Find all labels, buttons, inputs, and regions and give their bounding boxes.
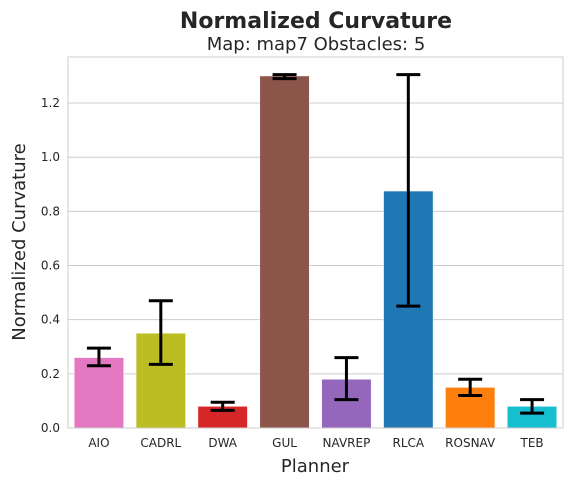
y-tick-label: 1.0 bbox=[41, 150, 60, 164]
y-tick-labels: 0.0 0.2 0.4 0.6 0.8 1.0 1.2 bbox=[41, 96, 60, 435]
y-tick-label: 0.6 bbox=[41, 259, 60, 273]
y-axis-label: Normalized Curvature bbox=[9, 143, 30, 340]
error-bar-gul bbox=[272, 73, 297, 81]
chart-title: Normalized Curvature bbox=[180, 9, 452, 34]
y-tick-label: 0.4 bbox=[41, 313, 60, 327]
x-tick-label: NAVREP bbox=[323, 436, 371, 450]
y-tick-label: 0.0 bbox=[41, 421, 60, 435]
x-tick-label: TEB bbox=[519, 436, 543, 450]
plot-frame bbox=[67, 56, 564, 429]
x-tick-label: AIO bbox=[88, 436, 109, 450]
x-tick-label: ROSNAV bbox=[445, 436, 496, 450]
error-bar-navrep bbox=[334, 356, 359, 402]
error-bar-teb bbox=[520, 398, 545, 415]
x-axis-label: Planner bbox=[281, 456, 350, 477]
error-bar-rlca bbox=[396, 73, 421, 308]
error-bar-aio bbox=[86, 346, 111, 368]
bar-gul bbox=[259, 75, 310, 429]
y-tick-label: 1.2 bbox=[41, 96, 60, 110]
x-tick-label: RLCA bbox=[393, 436, 425, 450]
error-bar-dwa bbox=[210, 400, 235, 412]
x-tick-label: DWA bbox=[208, 436, 237, 450]
x-tick-label: CADRL bbox=[140, 436, 181, 450]
y-tick-label: 0.2 bbox=[41, 367, 60, 381]
bar-aio bbox=[73, 357, 124, 429]
error-bars bbox=[86, 73, 545, 415]
x-tick-label: GUL bbox=[272, 436, 297, 450]
x-tick-labels: AIO CADRL DWA GUL NAVREP RLCA ROSNAV TEB bbox=[88, 436, 543, 450]
y-tick-label: 0.8 bbox=[41, 204, 60, 218]
chart-subtitle: Map: map7 Obstacles: 5 bbox=[207, 34, 426, 55]
error-bar-cadrl bbox=[148, 299, 173, 366]
error-bar-rosnav bbox=[458, 377, 483, 398]
